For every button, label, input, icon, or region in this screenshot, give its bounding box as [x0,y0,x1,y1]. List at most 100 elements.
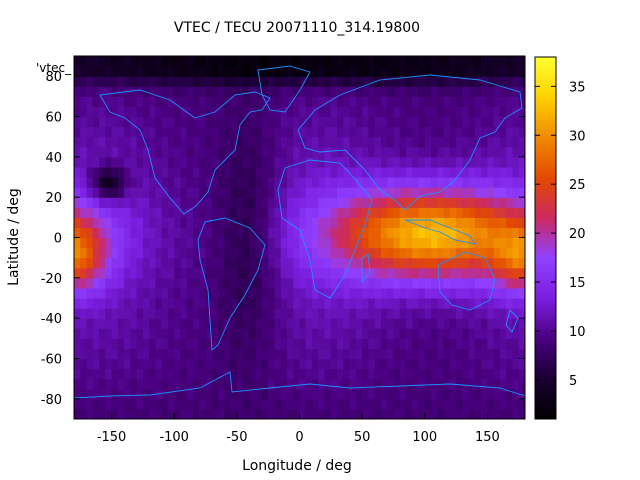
heatmap-cell [111,237,119,249]
heatmap-cell [481,287,489,299]
heatmap-cell [349,197,357,208]
heatmap-cell [136,96,144,108]
heatmap-cell [111,197,119,208]
heatmap-cell [174,318,182,329]
heatmap-cell [506,197,514,208]
heatmap-cell [74,197,81,208]
heatmap-cell [412,237,420,249]
heatmap-cell [312,116,319,128]
heatmap-cell [506,217,514,229]
heatmap-cell [149,267,157,279]
heatmap-cell [512,96,520,108]
heatmap-cell [230,56,238,67]
heatmap-cell [243,348,250,360]
heatmap-cell [211,318,219,329]
heatmap-cell [161,76,169,87]
heatmap-cell [312,227,319,239]
heatmap-cell [449,146,457,158]
heatmap-cell [424,287,432,299]
heatmap-cell [149,126,157,138]
heatmap-cell [161,267,169,279]
heatmap-cell [155,146,163,158]
heatmap-cell [280,368,288,380]
heatmap-cell [117,56,125,67]
heatmap-cell [512,257,520,269]
heatmap-cell [368,197,376,208]
heatmap-cell [512,298,520,309]
heatmap-cell [218,287,225,299]
heatmap-cell [261,308,269,319]
heatmap-cell [274,197,282,208]
heatmap-cell [293,287,301,299]
heatmap-cell [431,348,438,360]
heatmap-cell [161,237,169,249]
heatmap-cell [456,217,463,229]
heatmap-cell [105,116,113,128]
heatmap-cell [218,177,225,188]
heatmap-cell [499,308,507,319]
heatmap-cell [449,308,457,319]
heatmap-cell [424,408,432,419]
heatmap-cell [399,408,407,419]
heatmap-cell [362,86,369,97]
heatmap-cell [99,56,106,67]
heatmap-cell [374,96,382,108]
heatmap-cell [124,56,131,67]
heatmap-cell [224,217,232,229]
heatmap-cell [255,207,263,218]
heatmap-cell [518,267,525,279]
heatmap-cell [124,298,131,309]
heatmap-cell [124,348,131,360]
heatmap-cell [274,86,282,97]
heatmap-cell [193,267,200,279]
heatmap-cell [199,257,207,269]
heatmap-cell [337,287,344,299]
heatmap-cell [324,106,332,118]
heatmap-cell [468,328,476,339]
heatmap-cell [124,338,131,350]
heatmap-cell [186,96,194,108]
heatmap-cell [117,318,125,329]
heatmap-cell [105,156,113,168]
heatmap-cell [155,217,163,229]
heatmap-cell [368,257,376,269]
heatmap-cell [324,146,332,158]
heatmap-cell [117,146,125,158]
heatmap-cell [337,197,344,208]
heatmap-cell [518,398,525,410]
heatmap-cell [418,277,426,289]
heatmap-cell [487,247,495,259]
heatmap-cell [92,116,100,128]
heatmap-cell [230,146,238,158]
heatmap-cell [268,298,276,309]
heatmap-cell [111,166,119,178]
heatmap-cell [349,146,357,158]
heatmap-cell [161,116,169,128]
heatmap-cell [418,348,426,360]
heatmap-cell [136,86,144,97]
heatmap-cell [255,318,263,329]
heatmap-cell [124,277,131,289]
heatmap-cell [80,217,88,229]
heatmap-cell [255,106,263,118]
heatmap-cell [499,408,507,419]
heatmap-cell [412,177,420,188]
heatmap-cell [412,408,420,419]
heatmap-cell [393,247,401,259]
heatmap-cell [280,177,288,188]
heatmap-cell [499,247,507,259]
heatmap-cell [105,298,113,309]
heatmap-cell [456,96,463,108]
heatmap-cell [268,187,276,198]
heatmap-cell [305,247,313,259]
heatmap-cell [286,86,294,97]
heatmap-cell [362,287,369,299]
heatmap-cell [249,398,257,410]
heatmap-cell [80,156,88,168]
heatmap-cell [193,96,200,108]
heatmap-cell [224,76,232,87]
heatmap-cell [355,308,363,319]
heatmap-cell [380,237,388,249]
heatmap-cell [130,106,138,118]
heatmap-cell [324,207,332,218]
